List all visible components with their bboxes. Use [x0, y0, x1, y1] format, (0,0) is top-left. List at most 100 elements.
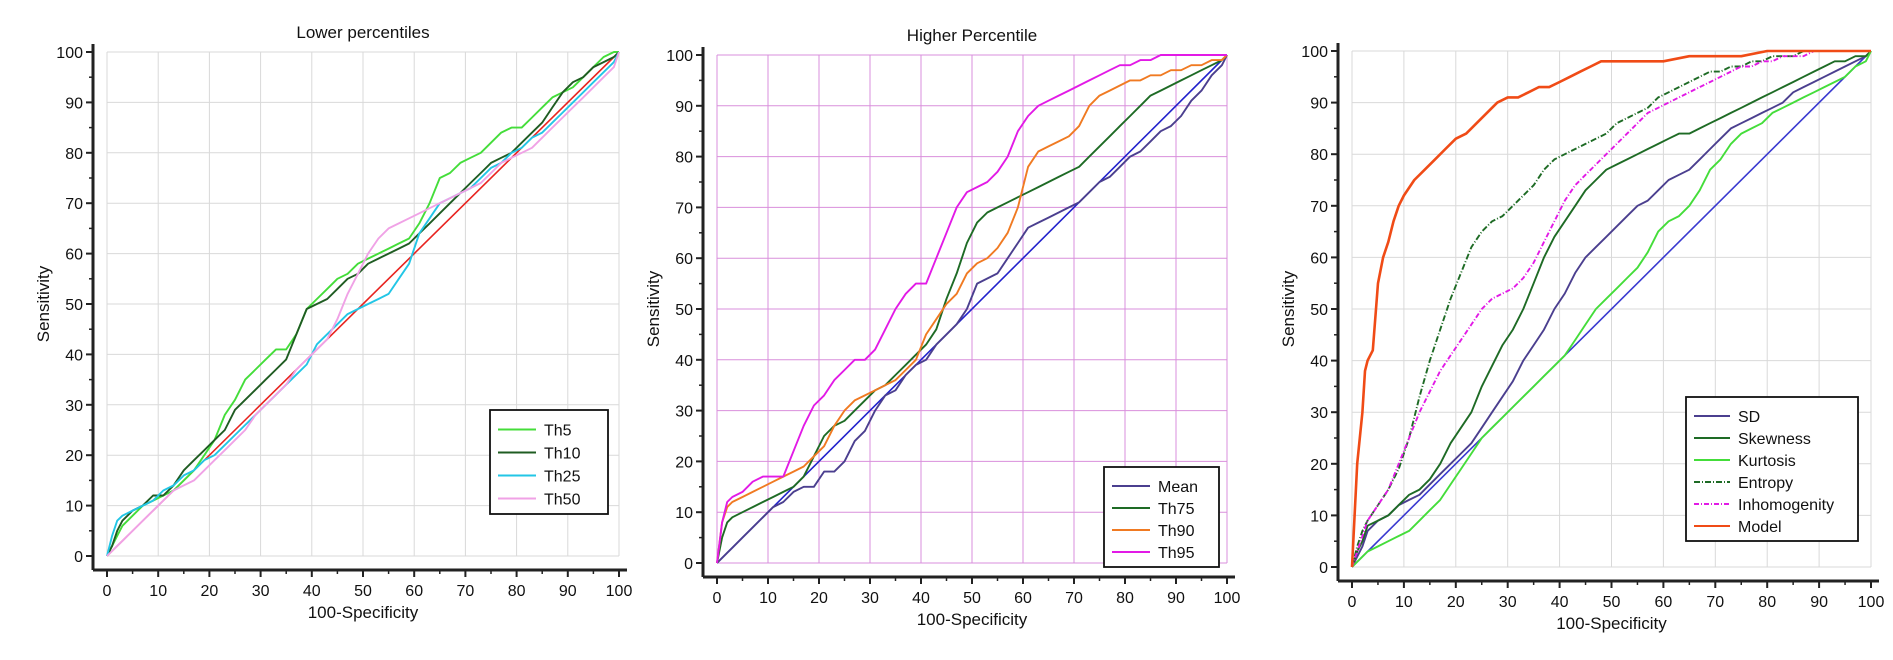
y-tick-label: 10	[65, 499, 83, 516]
series-entropy-line	[1351, 50, 1871, 568]
x-axis-label: 100-Specificity	[1556, 614, 1667, 633]
y-tick-label: 50	[1310, 302, 1328, 319]
legend-label-th5: Th5	[544, 423, 572, 440]
legend-label-sd: SD	[1738, 409, 1760, 426]
legend-label-th25: Th25	[544, 469, 581, 486]
x-tick-label: 50	[1603, 594, 1621, 611]
series-sd-line	[1351, 50, 1872, 568]
x-tick-label: 50	[963, 590, 981, 607]
legend-label-th75: Th75	[1158, 501, 1195, 518]
x-tick-label: 70	[457, 583, 475, 600]
reference-diagonal	[1351, 50, 1872, 568]
y-tick-label: 30	[1310, 405, 1328, 422]
x-tick-label: 90	[559, 583, 577, 600]
y-tick-label: 0	[74, 549, 83, 566]
x-axis-label: 100-Specificity	[308, 603, 419, 622]
legend-label-th50: Th50	[544, 492, 581, 509]
series-th90-line	[716, 54, 1228, 564]
chart-panel-1: 0 0 10 10 20 20 30 30 40 40 50 50 60 60 70 70 80 80 90 90 10…	[34, 23, 632, 622]
legend-box	[1103, 466, 1220, 568]
series-mean-line	[716, 54, 1228, 564]
x-tick-label: 90	[1167, 590, 1185, 607]
y-tick-label: 60	[675, 251, 693, 268]
legend-label-entropy: Entropy	[1738, 475, 1793, 492]
x-tick-label: 40	[1551, 594, 1569, 611]
legend: Th5 Th10 Th25 Th50	[489, 409, 609, 515]
x-tick-label: 40	[303, 583, 321, 600]
y-tick-label: 50	[65, 297, 83, 314]
legend-label-inhomogenity: Inhomogenity	[1738, 497, 1834, 514]
legend-label-model: Model	[1738, 519, 1782, 536]
x-tick-label: 0	[713, 590, 722, 607]
y-axis-label: Sensitivity	[34, 265, 53, 342]
series-skewness-line	[1351, 50, 1872, 568]
y-tick-label: 60	[65, 247, 83, 264]
x-tick-label: 70	[1065, 590, 1083, 607]
legend-label-th95: Th95	[1158, 545, 1195, 562]
series-inhomogenity-line	[1351, 50, 1871, 568]
y-tick-label: 90	[675, 99, 693, 116]
y-tick-label: 100	[666, 48, 693, 65]
x-tick-label: 60	[405, 583, 423, 600]
chart-title: Lower percentiles	[296, 23, 429, 42]
y-tick-label: 40	[675, 353, 693, 370]
x-tick-label: 20	[201, 583, 219, 600]
y-axis-label: Sensitivity	[1279, 270, 1298, 347]
x-tick-label: 10	[1395, 594, 1413, 611]
y-tick-label: 0	[1319, 560, 1328, 577]
series-th50-line	[106, 51, 620, 557]
x-tick-label: 100	[1214, 590, 1241, 607]
x-tick-label: 0	[1348, 594, 1357, 611]
y-axis-label: Sensitivity	[644, 270, 663, 347]
x-tick-label: 90	[1810, 594, 1828, 611]
x-tick-label: 50	[354, 583, 372, 600]
x-tick-label: 100	[1858, 594, 1885, 611]
x-tick-label: 80	[508, 583, 526, 600]
y-tick-label: 70	[65, 196, 83, 213]
x-tick-label: 60	[1655, 594, 1673, 611]
series-th25-line	[106, 51, 620, 557]
legend-box	[1685, 396, 1859, 542]
x-tick-label: 40	[912, 590, 930, 607]
y-tick-label: 60	[1310, 250, 1328, 267]
y-tick-label: 20	[65, 448, 83, 465]
y-tick-label: 30	[675, 404, 693, 421]
y-tick-label: 10	[1310, 508, 1328, 525]
y-tick-label: 40	[65, 347, 83, 364]
y-tick-label: 30	[65, 398, 83, 415]
series-model-line	[1350, 49, 1871, 568]
legend-label-skewness: Skewness	[1738, 431, 1811, 448]
x-tick-label: 20	[1447, 594, 1465, 611]
y-tick-label: 90	[65, 95, 83, 112]
x-tick-label: 30	[861, 590, 879, 607]
y-tick-label: 90	[1310, 96, 1328, 113]
series-th95-line	[716, 54, 1227, 564]
legend-label-th90: Th90	[1158, 523, 1195, 540]
series-th75-line	[716, 54, 1228, 564]
legend-box	[489, 409, 609, 515]
y-tick-label: 40	[1310, 354, 1328, 371]
y-tick-label: 100	[56, 45, 83, 62]
x-tick-label: 70	[1706, 594, 1724, 611]
chart-title: Higher Percentile	[907, 26, 1037, 45]
y-tick-label: 80	[675, 150, 693, 167]
chart-panel-2: 0 0 10 10 20 20 30 30 40 40 50 50 60 60 70 70 80 80 90 90 10…	[644, 26, 1240, 629]
series-th5-line	[106, 51, 619, 557]
legend-label-mean: Mean	[1158, 479, 1198, 496]
legend: SD Skewness Kurtosis Entropy Inhomogenity Mod…	[1685, 396, 1859, 542]
y-tick-label: 10	[675, 505, 693, 522]
x-tick-label: 30	[252, 583, 270, 600]
x-tick-label: 20	[810, 590, 828, 607]
legend: Mean Th75 Th90 Th95	[1103, 466, 1220, 568]
y-tick-label: 20	[675, 454, 693, 471]
x-tick-label: 0	[103, 583, 112, 600]
x-tick-label: 80	[1116, 590, 1134, 607]
y-tick-label: 80	[65, 146, 83, 163]
y-tick-label: 0	[684, 556, 693, 573]
y-tick-label: 20	[1310, 457, 1328, 474]
y-tick-label: 70	[1310, 199, 1328, 216]
legend-label-th10: Th10	[544, 446, 581, 463]
series-kurtosis-line	[1351, 50, 1872, 568]
